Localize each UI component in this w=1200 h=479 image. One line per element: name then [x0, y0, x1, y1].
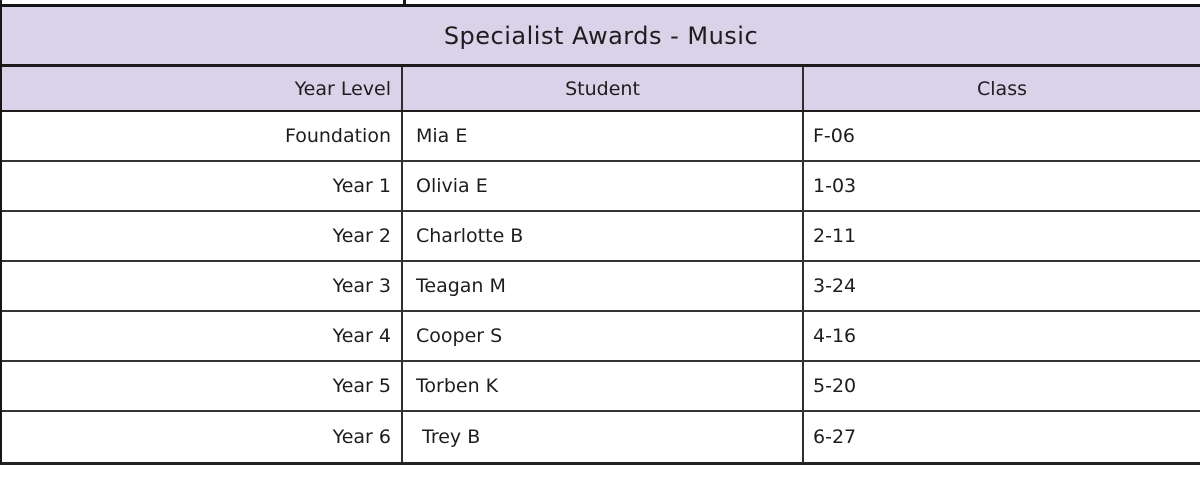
table-row: Year 1 Olivia E 1-03 [2, 162, 1200, 212]
student-cell: Charlotte B [403, 212, 804, 260]
student-cell: Torben K [403, 362, 804, 410]
header-class-label: Class [977, 77, 1027, 100]
header-year-level: Year Level [2, 67, 403, 110]
year-level-cell: Year 4 [2, 312, 403, 360]
student-cell: Trey B [403, 412, 804, 462]
year-level-cell: Year 1 [2, 162, 403, 210]
class-cell: F-06 [813, 125, 855, 147]
year-level-cell: Year 2 [2, 212, 403, 260]
class-cell: 3-24 [813, 275, 857, 297]
table-row: Year 5 Torben K 5-20 [2, 362, 1200, 412]
table-row: Year 6 Trey B 6-27 [2, 412, 1200, 462]
table-row: Year 2 Charlotte B 2-11 [2, 212, 1200, 262]
class-cell: 2-11 [813, 225, 857, 247]
cutoff-column-border [403, 0, 406, 4]
table-row: Year 3 Teagan M 3-24 [2, 262, 1200, 312]
specialist-awards-table: Specialist Awards - Music Year Level Stu… [0, 4, 1200, 465]
class-cell: 5-20 [813, 375, 857, 397]
year-level-cell: Year 3 [2, 262, 403, 310]
table-title: Specialist Awards - Music [443, 21, 759, 50]
student-cell: Olivia E [403, 162, 804, 210]
class-cell: 1-03 [813, 175, 857, 197]
header-year-level-label: Year Level [294, 77, 391, 100]
table-row: Year 4 Cooper S 4-16 [2, 312, 1200, 362]
header-student: Student [403, 67, 804, 110]
table-title-row: Specialist Awards - Music [2, 7, 1200, 67]
student-cell: Cooper S [403, 312, 804, 360]
year-level-cell: Foundation [2, 112, 403, 160]
class-cell: 4-16 [813, 325, 857, 347]
table-row: Foundation Mia E F-06 [2, 112, 1200, 162]
student-cell: Mia E [403, 112, 804, 160]
header-class: Class [804, 67, 1200, 110]
year-level-cell: Year 5 [2, 362, 403, 410]
table-header-row: Year Level Student Class [2, 67, 1200, 112]
year-level-cell: Year 6 [2, 412, 403, 462]
header-student-label: Student [565, 77, 640, 100]
student-cell: Teagan M [403, 262, 804, 310]
class-cell: 6-27 [813, 426, 857, 448]
cutoff-row-above [0, 0, 1200, 4]
